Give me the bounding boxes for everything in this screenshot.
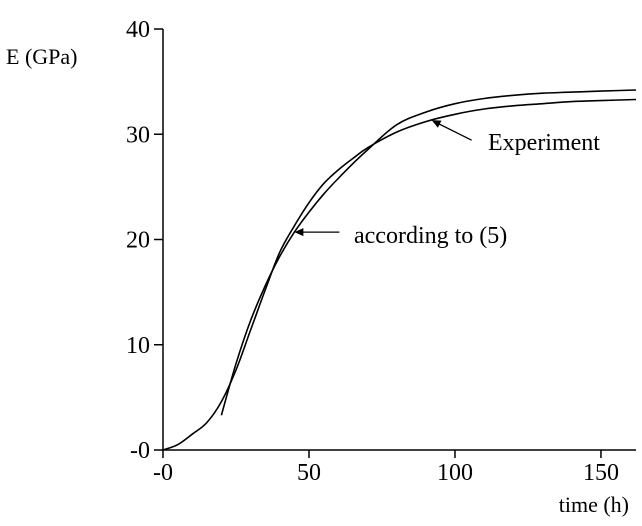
- annotation-label: Experiment: [488, 130, 600, 156]
- y-tick-label: 30: [126, 122, 150, 148]
- y-tick-label: -0: [130, 438, 150, 464]
- plot-area: -0 10 20 30 40 -0 50 100 150 Experiment according…: [126, 17, 637, 486]
- y-axis-label: E (GPa): [6, 44, 77, 69]
- series-line-1: [220, 89, 637, 416]
- x-tick-label: 50: [297, 460, 321, 486]
- x-tick-label: 150: [583, 460, 619, 486]
- annotation-group: Experiment according to (5): [294, 120, 600, 249]
- annotation-arrowhead: [431, 120, 442, 128]
- y-tick-label: 10: [126, 333, 150, 359]
- y-tick-label: 40: [126, 17, 150, 43]
- x-tick-label: -0: [153, 460, 173, 486]
- tick-group: -0 10 20 30 40 -0 50 100 150: [126, 17, 619, 486]
- series-group: [162, 89, 637, 451]
- annotation-arrowhead: [294, 228, 304, 237]
- x-tick-label: 100: [437, 460, 473, 486]
- y-tick-label: 20: [126, 228, 150, 254]
- x-axis-label: time (h): [559, 492, 629, 517]
- annotation-label: according to (5): [354, 223, 507, 249]
- annotation-arrow-line: [434, 121, 472, 141]
- series-line-0: [162, 98, 637, 451]
